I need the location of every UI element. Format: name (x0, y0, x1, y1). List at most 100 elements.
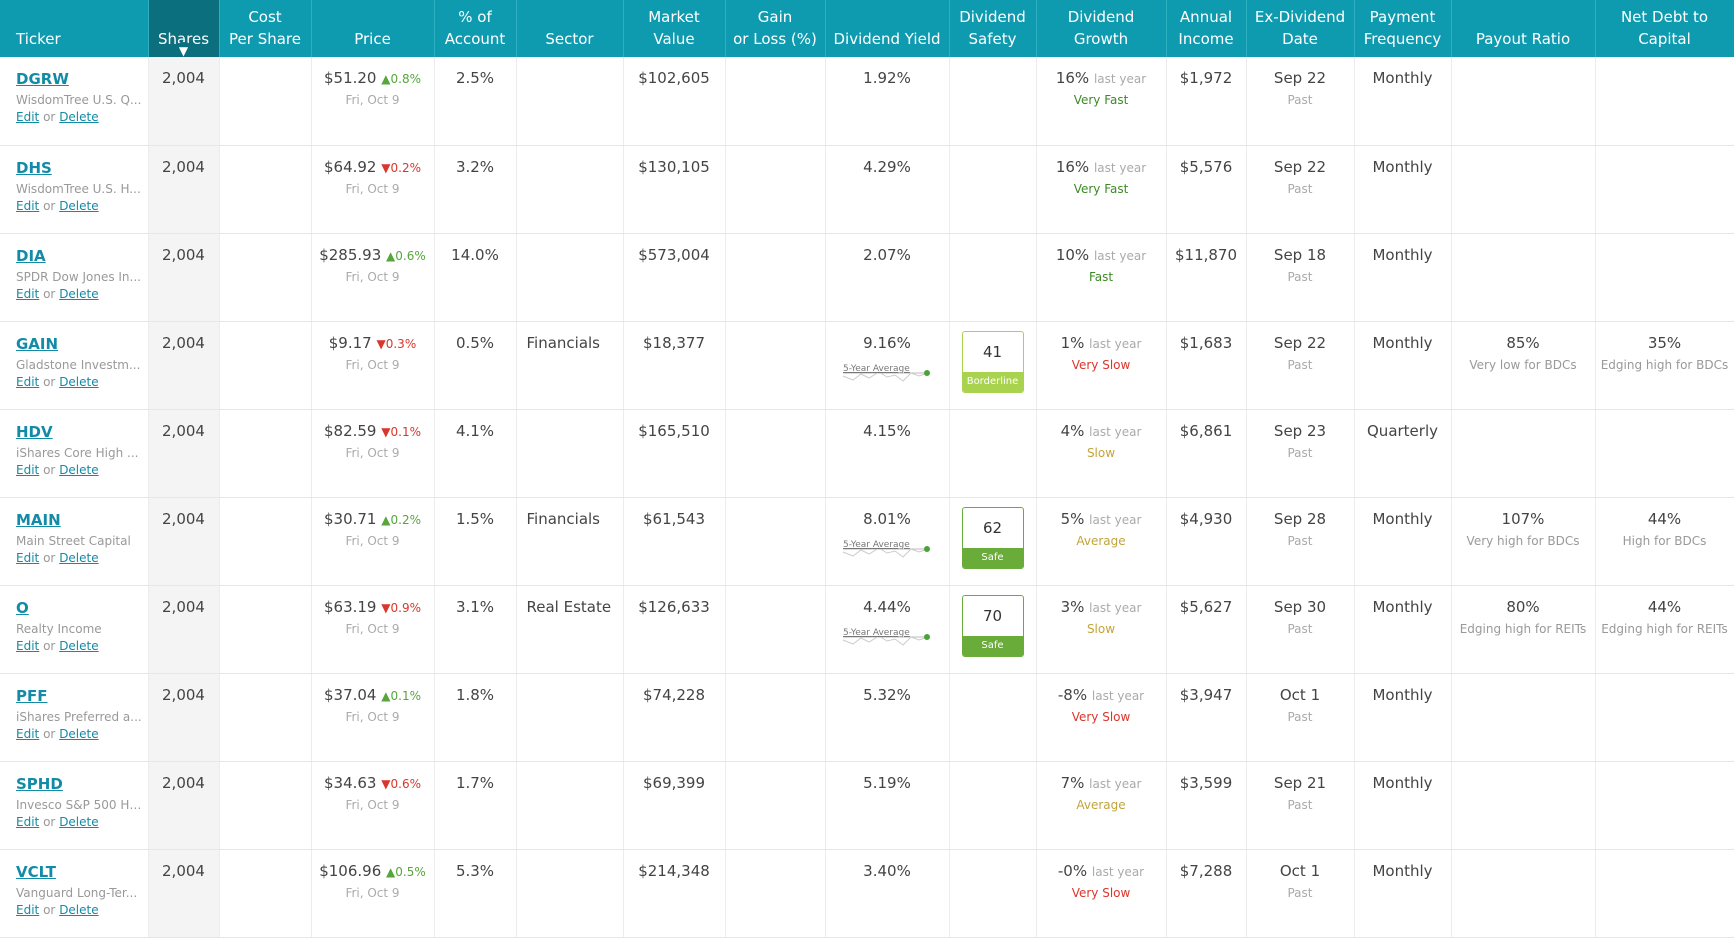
payment-frequency-cell: Monthly (1354, 145, 1452, 234)
sparkline-chart (842, 369, 930, 382)
sector-cell (516, 673, 624, 762)
edit-link[interactable]: Edit (16, 110, 40, 124)
payout-note: Edging high for REITs (1459, 621, 1587, 636)
ex-dividend-cell: Sep 22 Past (1246, 321, 1355, 410)
yield-sparkline[interactable]: 5-Year Average (839, 624, 935, 650)
market-value-cell: $126,633 (623, 585, 726, 674)
ex-dividend-date: Sep 18 (1273, 245, 1327, 264)
column-header-freq[interactable]: Payment Frequency (1354, 0, 1452, 57)
ticker-link[interactable]: MAIN (16, 510, 61, 529)
edit-link[interactable]: Edit (16, 198, 40, 213)
market-value-cell: $102,605 (623, 57, 726, 146)
column-header-exdiv[interactable]: Ex-Dividend Date (1246, 0, 1355, 57)
price-cell: $9.17 ▼0.3% Fri, Oct 9 (311, 321, 435, 410)
payout-ratio-cell (1451, 57, 1596, 146)
ticker-cell: GAIN Gladstone Investm... Edit or Delete (0, 321, 149, 410)
column-header-sector[interactable]: Sector (516, 0, 624, 57)
column-header-label: Sector (545, 30, 594, 48)
column-header-label: or Loss (%) (733, 30, 817, 48)
payment-frequency-cell: Monthly (1354, 497, 1452, 586)
delete-link[interactable]: Delete (59, 726, 99, 741)
edit-link[interactable]: Edit (16, 726, 40, 741)
ticker-link[interactable]: O (16, 598, 29, 617)
delete-link[interactable]: Delete (59, 374, 99, 389)
delete-link[interactable]: Delete (59, 110, 99, 124)
column-header-pct[interactable]: % of Account (434, 0, 517, 57)
dividend-growth-cell: 16% last year Very Fast (1036, 145, 1167, 234)
annual-income-cell: $3,947 (1166, 673, 1247, 762)
edit-link[interactable]: Edit (16, 638, 40, 653)
row-actions: Edit or Delete (16, 639, 144, 653)
net-debt-value: 44% (1647, 509, 1682, 528)
ticker-link[interactable]: DGRW (16, 70, 69, 88)
ex-dividend-status: Past (1287, 709, 1313, 724)
delete-link[interactable]: Delete (59, 902, 99, 917)
ticker-link[interactable]: SPHD (16, 774, 63, 793)
column-header-ticker[interactable]: Ticker (0, 0, 149, 57)
price-value: $34.63 (323, 773, 377, 792)
column-header-income[interactable]: Annual Income (1166, 0, 1247, 57)
delete-link[interactable]: Delete (59, 638, 99, 653)
price-change: ▲0.2% (381, 513, 421, 527)
fund-name: Invesco S&P 500 Hi... (16, 797, 144, 812)
payment-frequency-cell: Quarterly (1354, 409, 1452, 498)
safety-score-badge[interactable]: 62 Safe (961, 506, 1024, 569)
column-header-price[interactable]: Price (311, 0, 435, 57)
edit-link[interactable]: Edit (16, 462, 40, 477)
sector-cell (516, 145, 624, 234)
edit-link[interactable]: Edit (16, 902, 40, 917)
growth-value: -8% (1057, 685, 1088, 704)
price-value: $106.96 (319, 861, 382, 880)
dividend-yield-cell: 4.44% 5-Year Average (825, 585, 950, 674)
price-cell: $63.19 ▼0.9% Fri, Oct 9 (311, 585, 435, 674)
ticker-link[interactable]: GAIN (16, 334, 59, 353)
dividend-safety-cell: 70 Safe (949, 585, 1037, 674)
column-header-label: Per Share (229, 30, 301, 48)
delete-link[interactable]: Delete (59, 286, 99, 301)
edit-link[interactable]: Edit (16, 286, 40, 301)
ticker-link[interactable]: VCLT (16, 862, 56, 881)
yield-sparkline[interactable]: 5-Year Average (839, 536, 935, 562)
column-header-debt[interactable]: Net Debt to Capital (1595, 0, 1734, 57)
price-cell: $106.96 ▲0.5% Fri, Oct 9 (311, 849, 435, 938)
price-value: $82.59 (323, 421, 377, 440)
column-header-cost[interactable]: Cost Per Share (219, 0, 312, 57)
column-header-mv[interactable]: Market Value (623, 0, 726, 57)
edit-link[interactable]: Edit (16, 550, 40, 565)
column-header-safety[interactable]: Dividend Safety (949, 0, 1037, 57)
delete-link[interactable]: Delete (59, 550, 99, 565)
ticker-link[interactable]: DIA (16, 246, 46, 265)
column-header-growth[interactable]: Dividend Growth (1036, 0, 1167, 57)
pct-account-cell: 5.3% (434, 849, 517, 938)
edit-link[interactable]: Edit (16, 374, 40, 389)
annual-income-cell: $1,683 (1166, 321, 1247, 410)
delete-link[interactable]: Delete (59, 198, 99, 213)
column-header-gain[interactable]: Gain or Loss (%) (725, 0, 826, 57)
shares-cell: 2,004 (148, 585, 220, 674)
price-change-value: 0.3% (385, 336, 417, 351)
ticker-link[interactable]: DHS (16, 158, 52, 177)
column-header-payout[interactable]: Payout Ratio (1451, 0, 1596, 57)
safety-score-badge[interactable]: 41 Borderline (961, 330, 1024, 393)
triangle-down-icon: ▼ (381, 776, 391, 791)
price-value: $37.04 (323, 685, 377, 704)
pct-account-cell: 3.2% (434, 145, 517, 234)
ticker-link[interactable]: PFF (16, 686, 48, 705)
table-header: Ticker Shares ▼ Cost Per Share Price % of Accou… (0, 0, 1734, 64)
cost-cell (219, 57, 312, 146)
shares-cell: 2,004 (148, 497, 220, 586)
yield-sparkline[interactable]: 5-Year Average (839, 360, 935, 386)
delete-link[interactable]: Delete (59, 462, 99, 477)
delete-link[interactable]: Delete (59, 814, 99, 829)
ticker-link[interactable]: HDV (16, 422, 53, 441)
edit-link[interactable]: Edit (16, 814, 40, 829)
payout-ratio-cell: 80% Edging high for REITs (1451, 585, 1596, 674)
sector-cell (516, 409, 624, 498)
market-value-cell: $214,348 (623, 849, 726, 938)
ticker-cell: HDV iShares Core High ... Edit or Delete (0, 409, 149, 498)
column-header-shares[interactable]: Shares ▼ (148, 0, 220, 64)
safety-score-badge[interactable]: 70 Safe (961, 594, 1024, 657)
column-header-label: % of (458, 8, 492, 26)
gain-cell (725, 849, 826, 938)
column-header-yield[interactable]: Dividend Yield (825, 0, 950, 57)
